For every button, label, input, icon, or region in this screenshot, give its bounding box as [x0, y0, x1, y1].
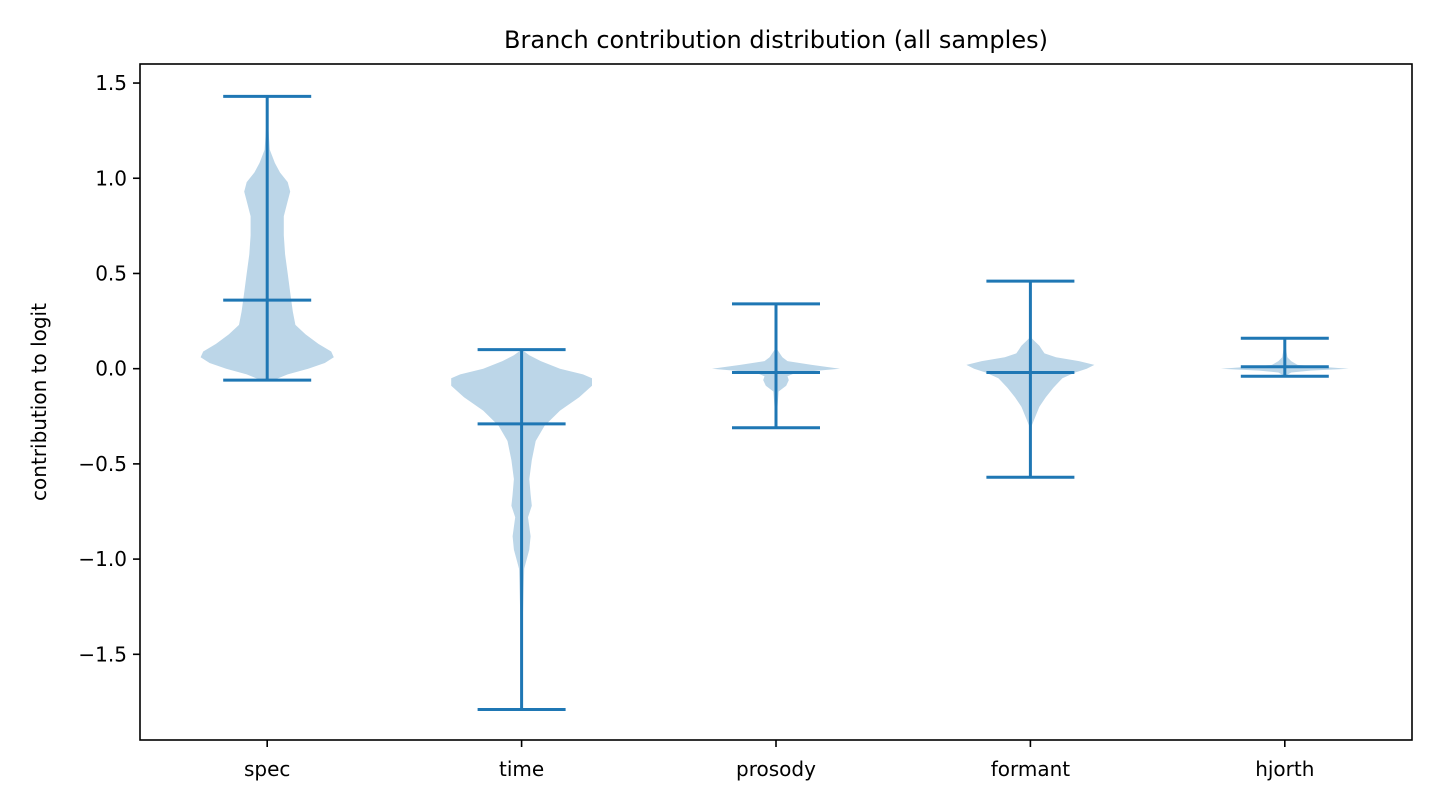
- x-tick-label: formant: [991, 757, 1071, 781]
- axes: 1.5 1.0 0.5 0.0 −0.5 −1.0 −1.5 spec time prosody f…: [78, 71, 1314, 781]
- y-tick-label: 1.0: [95, 166, 127, 190]
- y-tick-label: 0.5: [95, 261, 127, 285]
- chart-title: Branch contribution distribution (all sa…: [504, 26, 1048, 54]
- y-tick-label: −1.5: [78, 642, 127, 666]
- y-tick-label: −0.5: [78, 452, 127, 476]
- x-tick-label: prosody: [736, 757, 816, 781]
- x-tick-label: hjorth: [1255, 757, 1314, 781]
- y-tick-label: 0.0: [95, 357, 127, 381]
- y-tick-label: 1.5: [95, 71, 127, 95]
- x-tick-label: spec: [244, 757, 290, 781]
- plot-area: [200, 94, 1349, 712]
- y-axis-label: contribution to logit: [27, 303, 51, 501]
- y-tick-label: −1.0: [78, 547, 127, 571]
- x-tick-label: time: [499, 757, 544, 781]
